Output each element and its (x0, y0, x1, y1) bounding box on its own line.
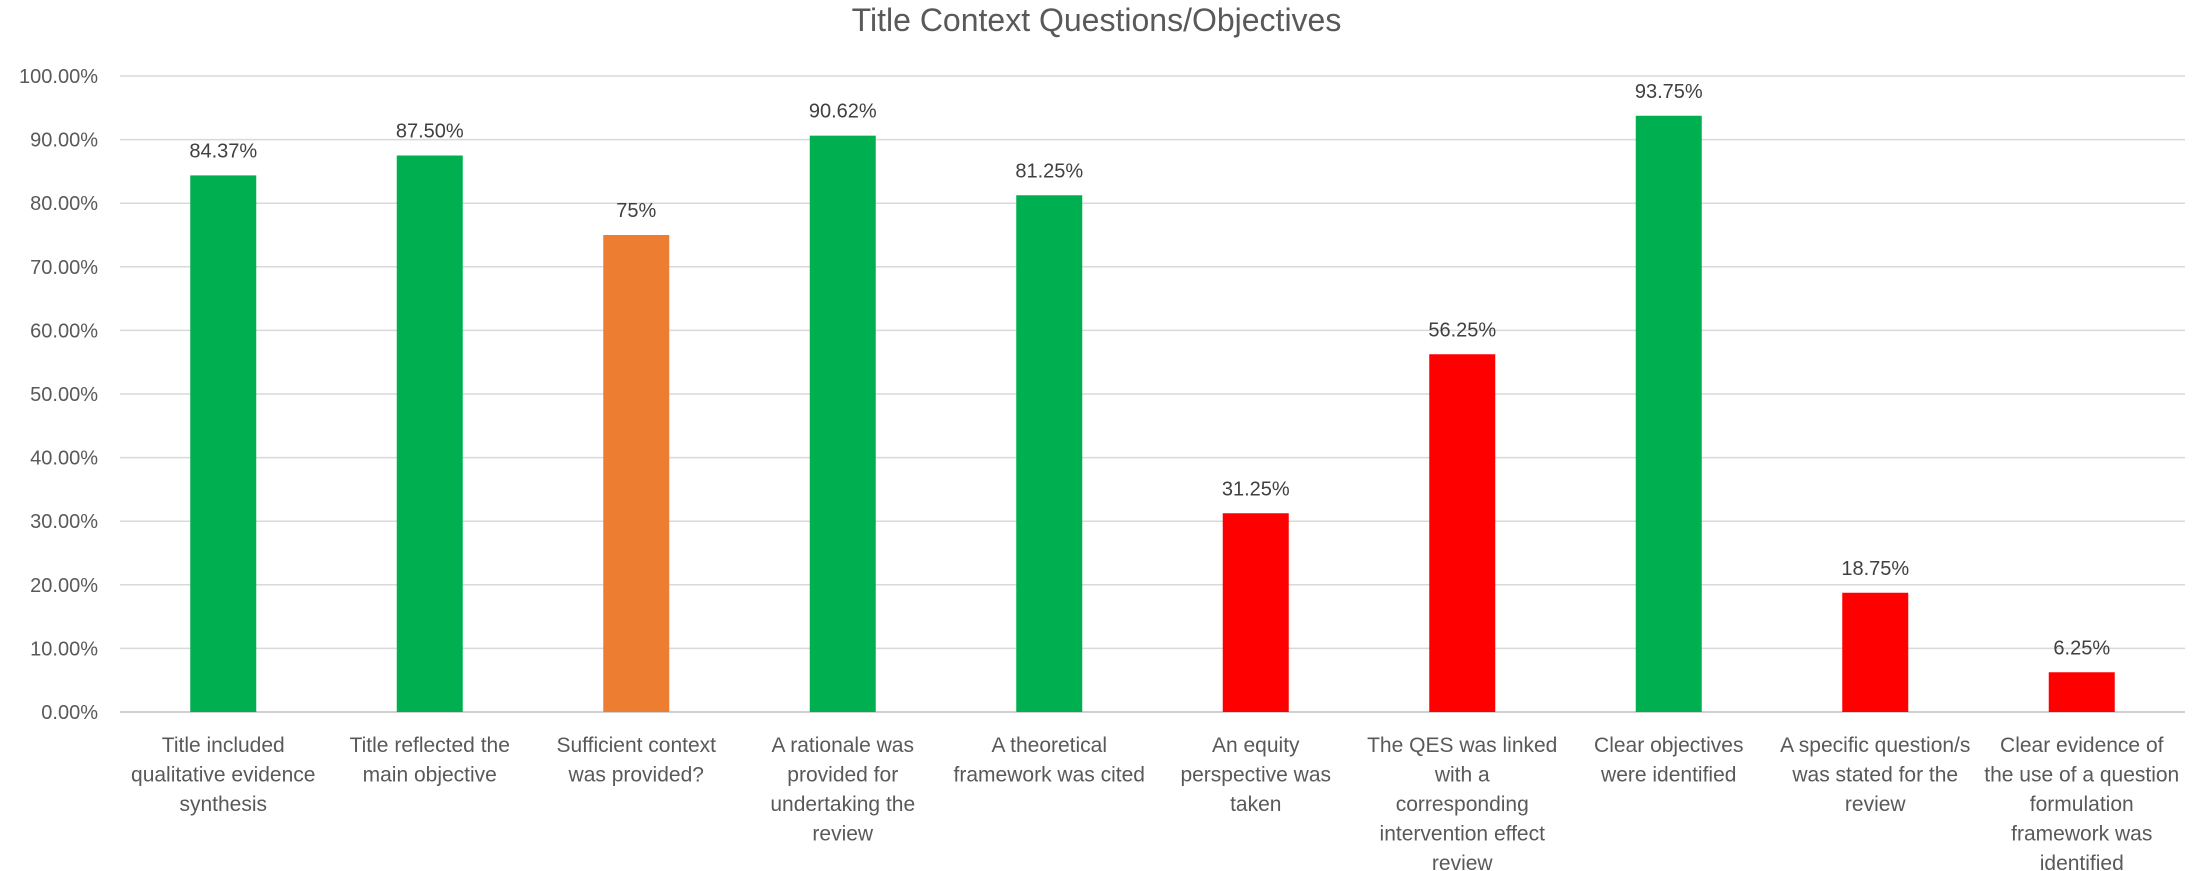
x-tick-label: framework was cited (954, 764, 1145, 787)
chart-title: Title Context Questions/Objectives (851, 2, 1342, 38)
y-axis-ticks: 0.00% 10.00% 20.00% 30.00% 40.00% 50.00% 60.00… (19, 66, 98, 724)
data-label: 93.75% (1635, 81, 1703, 103)
x-tick-label: main objective (363, 764, 497, 787)
x-tick-label: was stated for the (1791, 764, 1958, 787)
x-tick-label: The QES was linked (1367, 734, 1557, 757)
y-tick-label: 100.00% (19, 66, 98, 88)
y-tick-label: 20.00% (30, 575, 98, 597)
bar (809, 135, 876, 712)
y-tick-label: 70.00% (30, 257, 98, 279)
y-tick-label: 40.00% (30, 448, 98, 470)
x-tick-label: Clear evidence of (2000, 734, 2164, 757)
y-tick-label: 80.00% (30, 193, 98, 215)
data-label: 75% (616, 200, 656, 222)
bar (2048, 672, 2115, 712)
y-tick-label: 60.00% (30, 320, 98, 342)
x-tick-label: A theoretical (991, 734, 1107, 757)
bar (1016, 195, 1083, 712)
x-tick-label: review (812, 823, 874, 846)
bar (396, 155, 463, 712)
x-tick-label: was provided? (568, 764, 704, 787)
bar (190, 175, 257, 712)
x-tick-label: review (1845, 793, 1907, 816)
x-tick-label: undertaking the (770, 793, 915, 816)
x-tick-label: identified (2040, 852, 2124, 871)
x-tick-label: framework was (2011, 823, 2152, 846)
data-labels: 84.37% 87.50% 75% 90.62% 81.25% 31.25% 56.25% 9… (189, 81, 2110, 660)
data-label: 87.50% (396, 121, 464, 143)
x-tick-label: the use of a question (1984, 764, 2179, 787)
bars (190, 115, 2115, 712)
bar (1222, 513, 1289, 712)
bar (1842, 592, 1909, 712)
x-tick-label: qualitative evidence (131, 764, 315, 787)
x-tick-label: were identified (1600, 764, 1736, 787)
x-tick-label: provided for (787, 764, 898, 787)
bar (1429, 354, 1496, 712)
y-tick-label: 50.00% (30, 384, 98, 406)
y-tick-label: 30.00% (30, 511, 98, 533)
grid-lines (120, 75, 2185, 713)
x-tick-label: corresponding (1396, 793, 1529, 816)
bar (603, 235, 670, 712)
data-label: 81.25% (1015, 160, 1083, 182)
x-axis-labels: Title included qualitative evidence synthe… (131, 734, 2179, 871)
data-label: 56.25% (1428, 319, 1496, 341)
x-tick-label: Sufficient context (556, 734, 716, 757)
x-tick-label: intervention effect (1380, 823, 1546, 846)
x-tick-label: A rationale was (772, 734, 914, 757)
data-label: 84.37% (189, 140, 257, 162)
x-tick-label: review (1432, 852, 1494, 871)
x-tick-label: Title reflected the (350, 734, 510, 757)
x-tick-label: formulation (2030, 793, 2134, 816)
x-tick-label: An equity (1212, 734, 1300, 757)
y-tick-label: 0.00% (41, 702, 98, 724)
data-label: 31.25% (1222, 478, 1290, 500)
bar (1635, 115, 1702, 712)
x-tick-label: perspective was (1180, 764, 1331, 787)
x-tick-label: synthesis (179, 793, 267, 816)
x-tick-label: Title included (162, 734, 285, 757)
data-label: 18.75% (1841, 558, 1909, 580)
x-tick-label: taken (1230, 793, 1281, 816)
y-tick-label: 10.00% (30, 638, 98, 660)
data-label: 90.62% (809, 101, 877, 123)
x-tick-label: A specific question/s (1780, 734, 1970, 757)
x-tick-label: with a (1434, 764, 1490, 787)
data-label: 6.25% (2053, 637, 2110, 659)
x-tick-label: Clear objectives (1594, 734, 1743, 757)
y-tick-label: 90.00% (30, 130, 98, 152)
